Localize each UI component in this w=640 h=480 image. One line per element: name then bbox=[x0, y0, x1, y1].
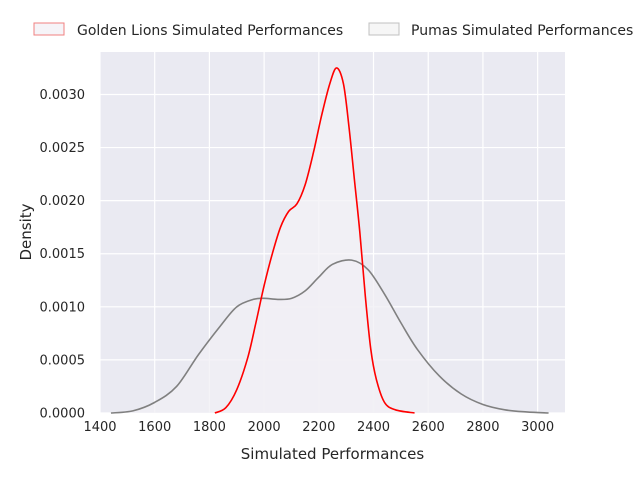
y-tick-label: 0.0025 bbox=[40, 141, 86, 156]
line-pumas bbox=[110, 259, 549, 414]
x-tick-label: 2200 bbox=[302, 420, 335, 435]
x-tick-label: 1400 bbox=[83, 420, 116, 435]
y-axis-label: Density bbox=[17, 203, 35, 260]
legend-label-pumas: Pumas Simulated Performances bbox=[411, 23, 633, 39]
legend-swatch-golden-lions bbox=[33, 22, 65, 36]
y-tick-label: 0.0030 bbox=[40, 88, 86, 103]
y-tick-labels: 0.0000 0.0005 0.0010 0.0015 0.0020 0.0025 0.00… bbox=[40, 88, 86, 422]
series-fills bbox=[110, 67, 549, 414]
x-tick-label: 3000 bbox=[521, 420, 554, 435]
legend-swatch-pumas bbox=[368, 22, 400, 36]
y-tick-label: 0.0000 bbox=[40, 407, 86, 422]
y-tick-label: 0.0020 bbox=[40, 194, 86, 209]
legend-label-golden-lions: Golden Lions Simulated Performances bbox=[77, 23, 343, 39]
x-tick-label: 2400 bbox=[357, 420, 390, 435]
line-golden-lions bbox=[214, 67, 415, 414]
series-lines bbox=[110, 67, 549, 414]
x-tick-label: 1600 bbox=[138, 420, 171, 435]
y-tick-label: 0.0015 bbox=[40, 247, 86, 262]
x-tick-label: 2800 bbox=[466, 420, 499, 435]
fill-pumas bbox=[110, 259, 549, 413]
x-tick-label: 1800 bbox=[193, 420, 226, 435]
y-tick-label: 0.0010 bbox=[40, 300, 86, 315]
y-tick-label: 0.0005 bbox=[40, 353, 86, 368]
x-tick-label: 2600 bbox=[412, 420, 445, 435]
x-tick-labels: 1400 1600 1800 2000 2200 2400 2600 2800 3000 bbox=[83, 420, 554, 435]
legend: Golden Lions Simulated Performances Puma… bbox=[33, 22, 633, 39]
x-axis-label: Simulated Performances bbox=[241, 445, 425, 463]
x-tick-label: 2000 bbox=[248, 420, 281, 435]
